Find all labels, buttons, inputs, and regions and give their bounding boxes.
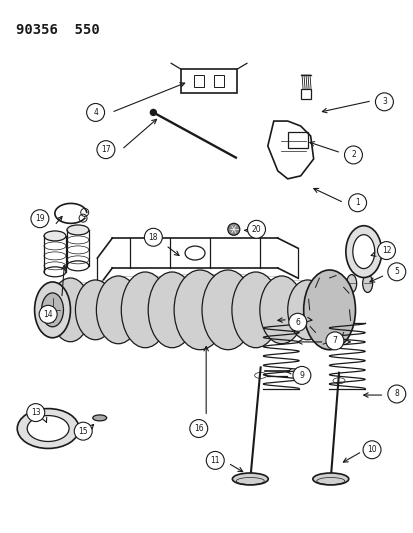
Circle shape (206, 451, 224, 470)
Ellipse shape (345, 225, 381, 278)
Ellipse shape (93, 415, 107, 421)
Ellipse shape (148, 272, 196, 348)
Circle shape (348, 194, 366, 212)
Bar (194, 75, 204, 87)
Text: 16: 16 (193, 424, 203, 433)
Ellipse shape (256, 321, 276, 329)
Text: 2: 2 (350, 150, 355, 159)
Ellipse shape (252, 312, 280, 322)
Ellipse shape (96, 276, 140, 344)
Ellipse shape (35, 282, 70, 338)
Circle shape (74, 422, 92, 440)
Circle shape (31, 209, 49, 228)
Text: 11: 11 (210, 456, 219, 465)
Text: 3: 3 (381, 98, 386, 106)
Text: 20: 20 (251, 225, 261, 234)
Circle shape (375, 93, 392, 111)
Text: 4: 4 (93, 108, 98, 117)
Ellipse shape (287, 280, 327, 340)
Circle shape (39, 305, 57, 324)
Ellipse shape (75, 280, 115, 340)
Text: 10: 10 (366, 445, 376, 454)
Text: 13: 13 (31, 408, 40, 417)
Ellipse shape (362, 274, 372, 293)
Text: 12: 12 (381, 246, 390, 255)
Text: 8: 8 (394, 390, 398, 399)
Circle shape (362, 441, 380, 459)
Ellipse shape (307, 312, 335, 322)
Text: 5: 5 (394, 268, 398, 276)
Text: 15: 15 (78, 427, 88, 435)
Ellipse shape (311, 321, 331, 329)
Circle shape (189, 419, 207, 438)
Ellipse shape (121, 272, 169, 348)
Text: 90356  550: 90356 550 (16, 23, 99, 37)
Circle shape (86, 103, 104, 122)
Text: 14: 14 (43, 310, 53, 319)
Circle shape (387, 263, 405, 281)
Text: 6: 6 (294, 318, 299, 327)
Circle shape (292, 366, 310, 384)
Text: 18: 18 (148, 233, 158, 242)
Text: 7: 7 (332, 336, 337, 345)
Circle shape (325, 332, 343, 350)
Bar (287, 132, 307, 148)
Ellipse shape (312, 473, 348, 485)
Ellipse shape (259, 276, 303, 344)
Circle shape (27, 403, 45, 422)
Ellipse shape (174, 270, 225, 350)
Circle shape (344, 146, 361, 164)
Ellipse shape (202, 270, 253, 350)
Ellipse shape (67, 225, 89, 235)
Bar (300, 88, 310, 99)
Ellipse shape (44, 231, 66, 241)
Ellipse shape (303, 270, 355, 350)
Circle shape (377, 241, 394, 260)
Ellipse shape (352, 235, 374, 269)
Ellipse shape (346, 274, 356, 293)
Text: 9: 9 (299, 371, 304, 380)
Circle shape (144, 228, 162, 246)
Circle shape (288, 313, 306, 331)
Ellipse shape (50, 278, 90, 342)
Text: 19: 19 (35, 214, 45, 223)
Bar (181, 69, 236, 93)
Ellipse shape (231, 272, 279, 348)
Circle shape (227, 223, 239, 235)
Circle shape (247, 220, 265, 238)
Ellipse shape (41, 293, 63, 327)
Text: 17: 17 (101, 145, 110, 154)
Ellipse shape (27, 416, 69, 441)
Circle shape (387, 385, 405, 403)
Bar (214, 75, 223, 87)
Text: 1: 1 (354, 198, 359, 207)
Circle shape (97, 141, 114, 159)
Ellipse shape (17, 409, 79, 448)
Ellipse shape (232, 473, 268, 485)
Circle shape (150, 109, 156, 116)
